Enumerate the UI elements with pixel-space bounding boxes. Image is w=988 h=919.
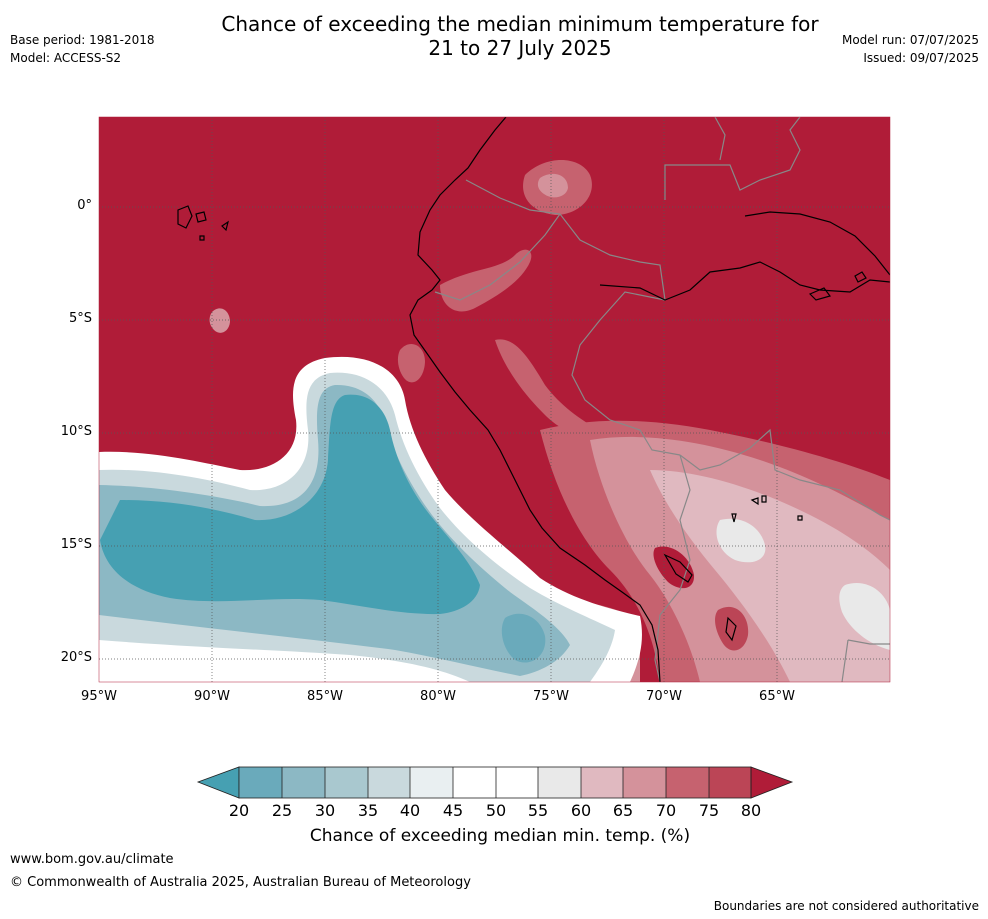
- colorbar-bin-25-30: [282, 767, 325, 798]
- field-region-interior-spot: [715, 606, 749, 651]
- lon-label-80w: 80°W: [420, 689, 456, 704]
- field-region-cool-core: [100, 394, 480, 615]
- colorbar-bin-60-65: [581, 767, 623, 798]
- lon-label-90w: 90°W: [194, 689, 230, 704]
- colorbar-bin-20-25: [239, 767, 282, 798]
- field-region-north-patch-3: [440, 249, 532, 312]
- field-region-interior-light-4: [716, 518, 766, 563]
- colorbar-bin-65-70: [623, 767, 666, 798]
- footer-copyright: © Commonwealth of Australia 2025, Austra…: [10, 875, 471, 890]
- colorbar-tick-70: 70: [655, 801, 677, 820]
- colorbar-dividers: [281, 767, 710, 798]
- colorbar-high-arrow: [750, 766, 794, 799]
- colorbar-tick-50: 50: [485, 801, 507, 820]
- country-borders: [434, 117, 890, 682]
- colorbar-tick-30: 30: [314, 801, 336, 820]
- colorbar-bin-70-75: [666, 767, 709, 798]
- colorbar-bin-30-35: [325, 767, 368, 798]
- colorbar-tick-75: 75: [698, 801, 720, 820]
- colorbar-bin-50-55: [496, 767, 538, 798]
- map-title-line2: 21 to 27 July 2025: [428, 36, 612, 60]
- map-title: Chance of exceeding the median minimum t…: [160, 12, 880, 60]
- lon-label-95w: 95°W: [81, 689, 117, 704]
- colorbar: [196, 766, 794, 799]
- colorbar-low-arrow: [196, 766, 240, 799]
- field-region-interior-light-5: [839, 582, 890, 650]
- lat-label-5s: 5°S: [68, 311, 92, 326]
- field-region-interior-light-3: [650, 470, 890, 682]
- footer-url: www.bom.gov.au/climate: [10, 852, 174, 867]
- map-field: [99, 117, 890, 682]
- colorbar-tick-80: 80: [740, 801, 762, 820]
- colorbar-tick-60: 60: [570, 801, 592, 820]
- colorbar-tick-65: 65: [612, 801, 634, 820]
- graticule: [99, 117, 890, 682]
- colorbar-bin-45-50: [453, 767, 496, 798]
- map-title-line1: Chance of exceeding the median minimum t…: [221, 12, 819, 36]
- colorbar-tick-25: 25: [271, 801, 293, 820]
- field-region-north-patch-2: [537, 173, 568, 198]
- colorbar-label: Chance of exceeding median min. temp. (%…: [309, 826, 691, 846]
- colorbar-tick-45: 45: [442, 801, 464, 820]
- lon-label-65w: 65°W: [759, 689, 795, 704]
- colorbar-bin-40-45: [410, 767, 453, 798]
- base-period: Base period: 1981-2018: [10, 33, 155, 47]
- colorbar-tick-40: 40: [399, 801, 421, 820]
- lat-label-10s: 10°S: [60, 424, 92, 439]
- field-region-andes-ridge: [495, 339, 600, 435]
- model-run-date: Model run: 07/07/2025: [841, 33, 979, 47]
- colorbar-bin-75-80: [709, 767, 751, 798]
- lat-label-15s: 15°S: [60, 537, 92, 552]
- lat-label-0: 0°: [77, 198, 92, 213]
- colorbar-bin-35-40: [368, 767, 410, 798]
- colorbar-tick-55: 55: [527, 801, 549, 820]
- colorbar-bin-55-60: [538, 767, 581, 798]
- field-region-islands-patch: [209, 308, 230, 333]
- lon-label-85w: 85°W: [307, 689, 343, 704]
- issued-date: Issued: 09/07/2025: [863, 51, 979, 65]
- model-name: Model: ACCESS-S2: [10, 51, 122, 65]
- field-region-coast-patch: [397, 343, 425, 383]
- lon-label-70w: 70°W: [646, 689, 682, 704]
- coastline: [177, 117, 890, 682]
- lon-label-75w: 75°W: [533, 689, 569, 704]
- footer-disclaimer: Boundaries are not considered authoritat…: [713, 899, 979, 913]
- colorbar-tick-35: 35: [357, 801, 379, 820]
- lat-label-20s: 20°S: [60, 650, 92, 665]
- meta-left: Base period: 1981-2018 Model: ACCESS-S2: [10, 31, 155, 67]
- meta-right: Model run: 07/07/2025 Issued: 09/07/2025: [842, 31, 979, 67]
- colorbar-tick-20: 20: [228, 801, 250, 820]
- colorbar-outline: [238, 766, 752, 799]
- map-frame: [98, 116, 891, 683]
- field-region-cool-spot: [501, 613, 546, 663]
